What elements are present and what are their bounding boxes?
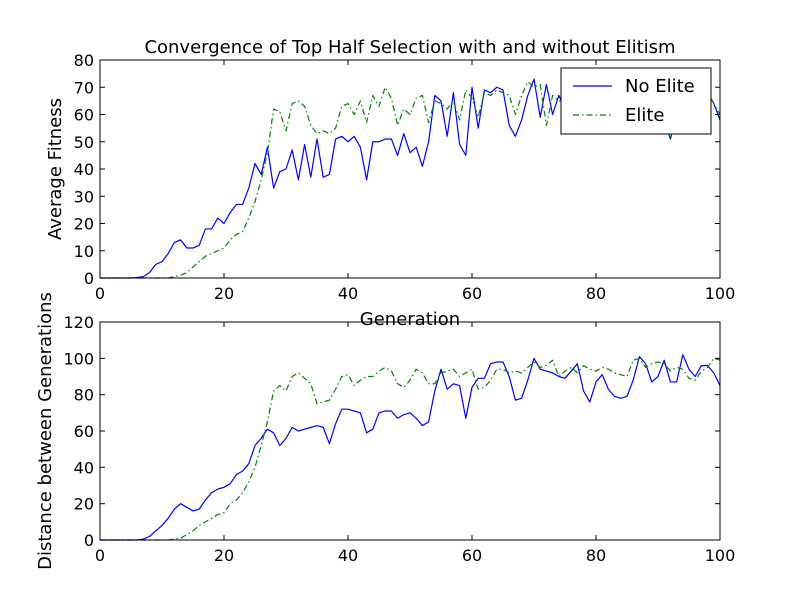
bottom-x-tick-label: 60 xyxy=(462,546,482,565)
top-plot-frame xyxy=(99,59,721,279)
bottom-y-tick-label: 0 xyxy=(84,531,94,550)
bottom-y-tick-label: 60 xyxy=(74,422,94,441)
bottom-series-line-elite xyxy=(100,357,721,541)
bottom-series-lines xyxy=(100,354,721,541)
top-chart-title: Convergence of Top Half Selection with a… xyxy=(144,37,675,58)
bottom-y-tick-label: 80 xyxy=(74,386,94,405)
top-y-tick-label: 70 xyxy=(74,78,94,97)
bottom-y-tick-label: 120 xyxy=(63,313,94,332)
legend: No Elite Elite xyxy=(560,67,712,135)
bottom-x-tick-label: 100 xyxy=(705,546,736,565)
top-x-tick-label: 20 xyxy=(214,284,234,303)
top-x-tick-label: 60 xyxy=(462,284,482,303)
bottom-y-tick-label: 100 xyxy=(63,349,94,368)
bottom-subplot: 0 20 40 60 80 100 0 20 40 60 80 100 120 Distance bet… xyxy=(35,292,735,570)
top-x-tick-label: 100 xyxy=(705,284,736,303)
bottom-x-tick-label: 20 xyxy=(214,546,234,565)
bottom-plot-frame xyxy=(99,321,721,541)
bottom-x-tick-label: 40 xyxy=(338,546,358,565)
bottom-axis-ticks: 0 20 40 60 80 100 0 20 40 60 80 100 120 xyxy=(63,313,735,565)
bottom-series-line-no-elite xyxy=(100,354,721,541)
top-x-tick-label: 0 xyxy=(95,284,105,303)
legend-label-no-elite: No Elite xyxy=(625,76,695,97)
bottom-x-tick-label: 0 xyxy=(95,546,105,565)
bottom-y-tick-label: 20 xyxy=(74,495,94,514)
top-axis-ticks: 0 20 40 60 80 100 0 10 20 30 40 50 60 70 80 xyxy=(74,51,736,303)
top-x-axis-label: Generation xyxy=(360,309,460,330)
top-y-tick-label: 0 xyxy=(84,269,94,288)
top-y-tick-label: 10 xyxy=(74,242,94,261)
top-y-tick-label: 60 xyxy=(74,106,94,125)
bottom-y-axis-label: Distance between Generations xyxy=(35,292,56,570)
top-y-tick-label: 30 xyxy=(74,187,94,206)
top-y-tick-label: 40 xyxy=(74,160,94,179)
top-y-tick-label: 80 xyxy=(74,51,94,70)
top-y-axis-label: Average Fitness xyxy=(45,98,66,240)
top-series-line-elite xyxy=(100,81,721,279)
bottom-y-tick-label: 40 xyxy=(74,458,94,477)
legend-label-elite: Elite xyxy=(625,105,665,126)
top-y-tick-label: 20 xyxy=(74,215,94,234)
top-x-tick-label: 40 xyxy=(338,284,358,303)
legend-box xyxy=(560,67,712,135)
top-subplot: Convergence of Top Half Selection with a… xyxy=(45,37,735,330)
bottom-x-tick-label: 80 xyxy=(586,546,606,565)
top-y-tick-label: 50 xyxy=(74,133,94,152)
top-x-tick-label: 80 xyxy=(586,284,606,303)
